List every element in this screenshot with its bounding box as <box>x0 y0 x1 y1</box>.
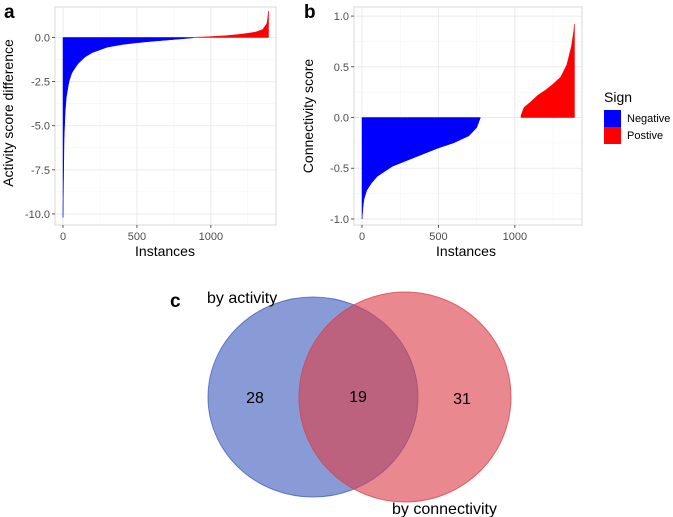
venn-circle-connectivity <box>298 291 512 503</box>
legend-label-positive: Postive <box>627 130 663 142</box>
panel-a-chart: -10.0-7.5-5.0-2.50.0 0 500 1000 Instances … <box>0 6 277 259</box>
panel-label-c: c <box>170 291 181 312</box>
panel-b-grid <box>354 7 582 225</box>
venn-count-intersection: 19 <box>349 389 367 406</box>
panel-a-x-tick-label: 500 <box>128 231 146 243</box>
legend-title: Sign <box>604 89 632 105</box>
panel-b-y-tick-label: -0.5 <box>330 163 349 175</box>
panel-b-series-postive <box>520 24 575 118</box>
venn-label-connectivity: by connectivity <box>392 501 497 517</box>
panel-a-y-title: Activity score difference <box>0 39 16 187</box>
panel-a-x-tick-label: 1000 <box>199 231 223 243</box>
panel-b-y-axis: -1.0 -0.5 0.0 0.5 1.0 <box>330 11 354 226</box>
panel-b-chart: -1.0 -0.5 0.0 0.5 1.0 0 500 1000 Instances Con… <box>300 6 583 259</box>
panel-b-y-tick-label: 0.0 <box>334 113 349 125</box>
venn-count-activity-only: 28 <box>246 390 264 407</box>
panel-a-x-tick-label: 0 <box>60 231 66 243</box>
venn-diagram: by activity by connectivity 28 19 31 <box>207 290 512 517</box>
panel-b-bars <box>361 24 575 219</box>
panel-b-x-tick-label: 0 <box>359 231 365 243</box>
panel-b-series-negative <box>361 117 481 219</box>
legend-label-negative: Negative <box>627 113 670 125</box>
panel-label-a: a <box>4 2 15 23</box>
legend-swatch-positive <box>604 127 621 144</box>
panel-a-y-axis: -10.0 -7.5 -5.0 -2.5 0.0 <box>25 32 55 221</box>
panel-a-y-tick-label: -10.0 <box>25 209 50 221</box>
panel-a-x-title: Instances <box>135 243 195 259</box>
panel-b-y-tick-label: -1.0 <box>330 214 349 226</box>
venn-count-connectivity-only: 31 <box>453 391 471 408</box>
panel-label-b: b <box>304 2 316 23</box>
legend: Sign Negative Postive <box>604 89 670 144</box>
panel-a-y-tick-label: 0.0 <box>35 32 50 44</box>
panel-b-x-axis: 0 500 1000 <box>359 225 527 243</box>
panel-a-bars <box>62 10 269 218</box>
panel-b-y-tick-label: 0.5 <box>334 62 349 74</box>
legend-swatch-negative <box>604 110 621 127</box>
panel-a-y-tick-label: -5.0 <box>31 121 50 133</box>
panel-a-y-tick-label: -2.5 <box>31 77 50 89</box>
panel-a-series-postive <box>192 10 269 38</box>
panel-b-x-tick-label: 500 <box>429 231 447 243</box>
panel-b-y-tick-label: 1.0 <box>334 11 349 23</box>
panel-a-series-negative <box>62 37 194 218</box>
panel-b-x-title: Instances <box>436 243 496 259</box>
venn-label-activity: by activity <box>207 290 277 307</box>
panel-a-border <box>54 6 277 226</box>
panel-a-x-axis: 0 500 1000 <box>60 225 223 243</box>
panel-b-border <box>353 6 583 226</box>
panel-b-x-tick-label: 1000 <box>503 231 527 243</box>
panel-a-y-tick-label: -7.5 <box>31 165 50 177</box>
panel-b-y-title: Connectivity score <box>300 59 316 174</box>
